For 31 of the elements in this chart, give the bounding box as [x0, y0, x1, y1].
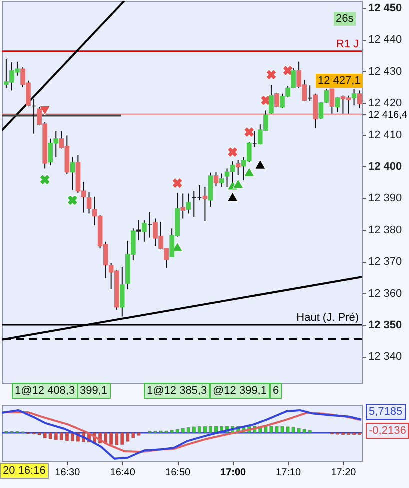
y-tick-label: 12 370 [368, 256, 402, 268]
y-tick-label: 12 420 [368, 98, 402, 110]
annotation: 26s [334, 12, 356, 26]
y-tick-label: 12 416,4 [368, 110, 408, 121]
x-tick-label: 17:00 [220, 468, 247, 478]
x-tick-label: 16:50 [166, 468, 192, 478]
text: 399,1 [77, 383, 111, 399]
text: 20 16:16 [0, 463, 49, 479]
y-tick-label: 12 430 [368, 66, 402, 78]
y-tick-label: 12 350 [368, 319, 402, 332]
text: @12 399,1 [210, 383, 270, 399]
text: 6 [270, 383, 282, 399]
x-tick-label: 17:10 [276, 468, 302, 478]
text: -0,2136 [366, 423, 409, 439]
text: 1@12 408,3 [12, 383, 78, 399]
text: 1@12 385,3 [144, 383, 210, 399]
y-tick-label: 12 410 [368, 129, 402, 142]
annotation: 12 427,1 [316, 74, 363, 88]
x-tick-label: 17:20 [331, 468, 357, 478]
ref-line-label: R1 J [336, 38, 359, 50]
y-tick-label: 12 450 [368, 2, 402, 14]
x-tick-label: 16:30 [55, 468, 81, 478]
y-tick-label: 12 360 [368, 288, 402, 300]
ref-line-label: Haut (J. Pré) [296, 312, 359, 324]
y-tick-label: 12 390 [368, 192, 402, 205]
text: 5,7185 [366, 404, 406, 420]
y-tick-label: 12 400 [368, 160, 402, 173]
y-tick-label: 12 440 [368, 34, 402, 46]
y-tick-label: 12 380 [368, 224, 402, 236]
x-tick-label: 16:40 [110, 468, 136, 478]
y-tick-label: 12 340 [368, 351, 402, 364]
